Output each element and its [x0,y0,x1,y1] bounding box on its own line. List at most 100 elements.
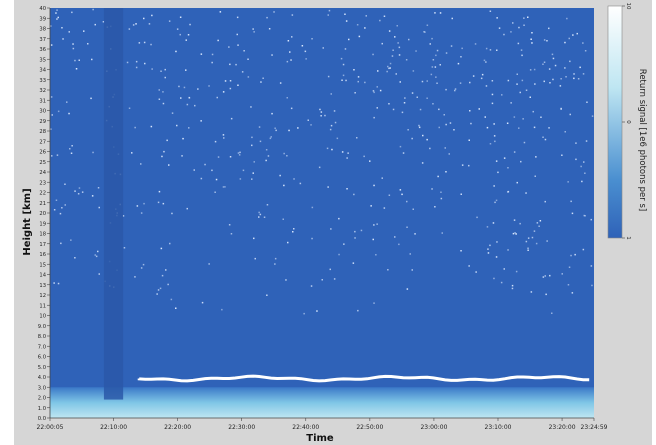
noise-speckle [224,80,227,82]
signal-background [50,8,594,418]
y-tick-label: 4.0 [38,375,46,381]
noise-speckle [377,70,379,72]
noise-speckle [388,30,391,32]
noise-speckle [186,103,189,106]
noise-speckle [201,301,204,304]
noise-speckle [330,124,333,127]
noise-speckle [437,175,439,178]
noise-speckle [135,23,137,25]
noise-speckle [239,151,241,154]
noise-speckle [481,73,484,76]
noise-speckle [406,288,409,290]
noise-speckle [148,23,151,25]
y-tick-label: 37 [39,37,46,43]
noise-speckle [357,80,359,83]
noise-speckle [352,262,355,264]
noise-speckle [399,81,401,83]
y-tick-label: 33 [39,78,46,84]
noise-speckle [346,188,348,190]
y-tick-label: 14 [39,273,46,279]
noise-speckle [539,220,542,222]
noise-speckle [381,42,383,45]
noise-speckle [402,152,405,154]
noise-speckle [564,67,566,69]
noise-speckle [584,172,586,174]
cloud-layer [137,374,590,383]
noise-speckle [519,222,521,225]
noise-speckle [517,42,520,45]
noise-speckle [81,191,84,193]
noise-speckle [57,282,60,285]
noise-speckle [260,81,262,83]
noise-speckle [515,233,517,235]
noise-speckle [292,231,294,233]
noise-speckle [251,136,253,139]
noise-speckle [388,194,391,196]
noise-speckle [449,122,452,124]
noise-speckle [128,107,131,109]
noise-speckle [476,216,478,219]
colorbar-gradient [607,5,623,239]
noise-speckle [569,60,571,63]
noise-speckle [229,156,232,158]
noise-speckle [228,224,231,226]
noise-speckle [268,28,271,30]
noise-speckle [531,42,533,44]
noise-speckle [143,41,146,44]
noise-speckle [394,36,396,38]
noise-speckle [293,178,295,180]
noise-speckle [237,152,240,154]
noise-speckle [546,240,548,242]
noise-speckle [495,256,498,258]
noise-speckle [159,287,162,290]
noise-speckle [328,9,331,12]
noise-speckle [310,285,313,287]
noise-speckle [326,147,329,150]
noise-speckle [431,37,433,40]
noise-speckle [468,164,470,167]
noise-speckle [222,134,225,136]
noise-speckle [373,116,375,119]
noise-speckle [343,243,345,245]
noise-speckle [373,224,375,226]
noise-speckle [316,310,318,312]
noise-speckle [270,136,272,138]
noise-speckle [214,191,216,193]
noise-speckle [219,11,222,13]
noise-speckle [511,287,514,290]
noise-speckle [373,302,375,304]
noise-speckle [543,61,546,63]
noise-speckle [229,87,232,90]
noise-speckle [259,213,262,216]
noise-speckle [577,78,580,80]
noise-speckle [493,277,495,280]
noise-speckle [527,247,529,249]
noise-speckle [253,31,255,33]
noise-speckle [396,25,398,27]
noise-speckle [61,27,63,29]
noise-speckle [211,53,214,56]
noise-speckle [429,147,431,150]
noise-speckle [56,154,59,156]
noise-speckle [369,160,371,162]
colorbar: 10 0 1 [607,3,631,240]
noise-speckle [353,193,355,196]
noise-speckle [200,53,203,55]
noise-speckle [200,120,202,122]
noise-speckle [522,118,524,120]
noise-speckle [357,76,360,78]
noise-speckle [342,63,345,66]
noise-speckle [430,73,433,76]
noise-speckle [321,279,323,281]
x-tick-label: 23:00:00 [420,424,447,431]
noise-speckle [513,219,516,221]
noise-speckle [252,28,254,30]
noise-speckle [405,59,408,61]
noise-speckle [327,14,329,16]
noise-speckle [254,257,256,260]
noise-speckle [534,175,536,177]
noise-speckle [407,129,409,131]
noise-speckle [503,33,505,36]
noise-speckle [543,80,545,83]
noise-speckle [507,190,510,193]
